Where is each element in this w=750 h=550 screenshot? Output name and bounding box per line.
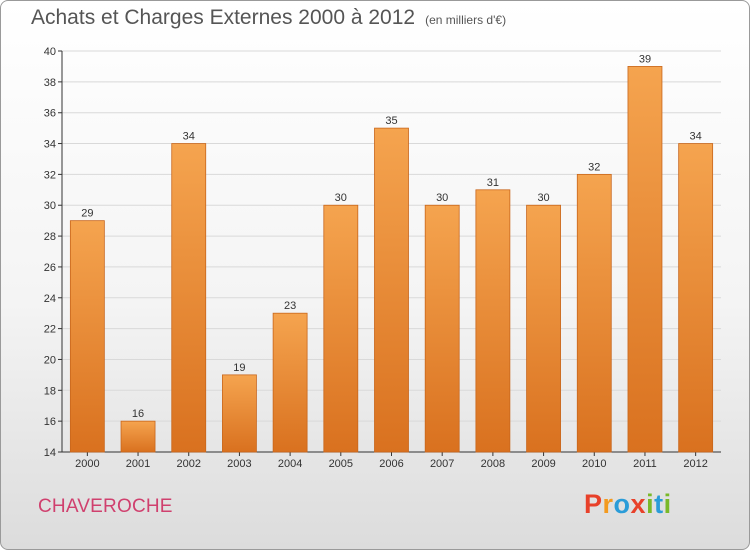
proxiti-logo[interactable]: Proxiti	[584, 489, 672, 520]
value-label-2004: 23	[284, 300, 296, 312]
x-tick-label-2000: 2000	[75, 458, 99, 470]
value-label-2002: 34	[183, 131, 195, 143]
value-label-2012: 34	[690, 131, 702, 143]
label-layer: 29 16 34 19 23 30 35 30 31 30 32 39 34	[81, 53, 702, 420]
y-tick-label: 22	[44, 324, 56, 336]
logo-letter: o	[613, 489, 631, 519]
y-tick-label: 18	[44, 385, 56, 397]
y-tick-label: 28	[44, 231, 56, 243]
value-label-2003: 19	[233, 362, 245, 374]
x-tick-label-2004: 2004	[278, 458, 302, 470]
y-tick-label: 36	[44, 108, 56, 120]
value-label-2008: 31	[487, 177, 499, 189]
logo-letter: t	[654, 489, 664, 519]
y-tick-label: 30	[44, 200, 56, 212]
logo-letter: i	[646, 489, 655, 519]
y-tick-label: 14	[44, 447, 56, 459]
bar-2004	[272, 312, 308, 453]
x-tick-label-2009: 2009	[531, 458, 555, 470]
y-tick-label: 40	[44, 46, 56, 58]
commune-name: CHAVEROCHE	[38, 496, 173, 517]
bar-2012	[678, 143, 714, 453]
logo-letter: i	[663, 489, 672, 519]
axis-layer: 14 16 18 20 22 24 26 28 30 32 34 36 38 40 2000 2001 2002…	[44, 46, 721, 470]
value-label-2006: 35	[385, 115, 397, 127]
x-tick-label-2001: 2001	[126, 458, 150, 470]
y-tick-label: 26	[44, 262, 56, 274]
bar-2005	[323, 204, 359, 453]
x-tick-label-2003: 2003	[227, 458, 251, 470]
y-tick-label: 16	[44, 416, 56, 428]
y-tick-label: 32	[44, 169, 56, 181]
value-label-2005: 30	[335, 192, 347, 204]
logo-letter: x	[630, 489, 647, 519]
chart-title-text: Achats et Charges Externes 2000 à 2012	[31, 6, 416, 29]
y-tick-label: 38	[44, 77, 56, 89]
x-tick-label-2007: 2007	[430, 458, 454, 470]
x-tick-label-2008: 2008	[481, 458, 505, 470]
y-tick-label: 24	[44, 293, 56, 305]
bar-2010	[576, 173, 612, 453]
value-label-2000: 29	[81, 208, 93, 220]
y-tick-label: 34	[44, 139, 56, 151]
value-label-2009: 30	[537, 192, 549, 204]
chart-unit: (en milliers d'€)	[425, 13, 507, 27]
x-tick-label-2005: 2005	[329, 458, 353, 470]
x-tick-label-2002: 2002	[176, 458, 200, 470]
value-label-2010: 32	[588, 161, 600, 173]
logo-letter: P	[584, 489, 603, 519]
x-tick-label-2010: 2010	[582, 458, 606, 470]
bar-2006	[374, 127, 409, 453]
bar-2011	[627, 66, 663, 453]
value-label-2007: 30	[436, 192, 448, 204]
bar-layer	[69, 66, 714, 453]
logo-letter: r	[602, 489, 614, 519]
x-tick-label-2011: 2011	[633, 458, 657, 470]
bar-2001	[120, 420, 156, 453]
bar-2007	[424, 204, 460, 453]
bar-2000	[69, 220, 105, 453]
bar-2003	[222, 374, 257, 453]
x-tick-label-2012: 2012	[683, 458, 707, 470]
chart-title: Achats et Charges Externes 2000 à 2012 (e…	[31, 6, 506, 30]
x-tick-label-2006: 2006	[379, 458, 403, 470]
bar-2008	[475, 189, 511, 453]
bar-2002	[171, 143, 207, 453]
value-label-2001: 16	[132, 408, 144, 420]
bar-2009	[526, 204, 561, 453]
y-tick-label: 20	[44, 354, 56, 366]
value-label-2011: 39	[639, 53, 651, 65]
